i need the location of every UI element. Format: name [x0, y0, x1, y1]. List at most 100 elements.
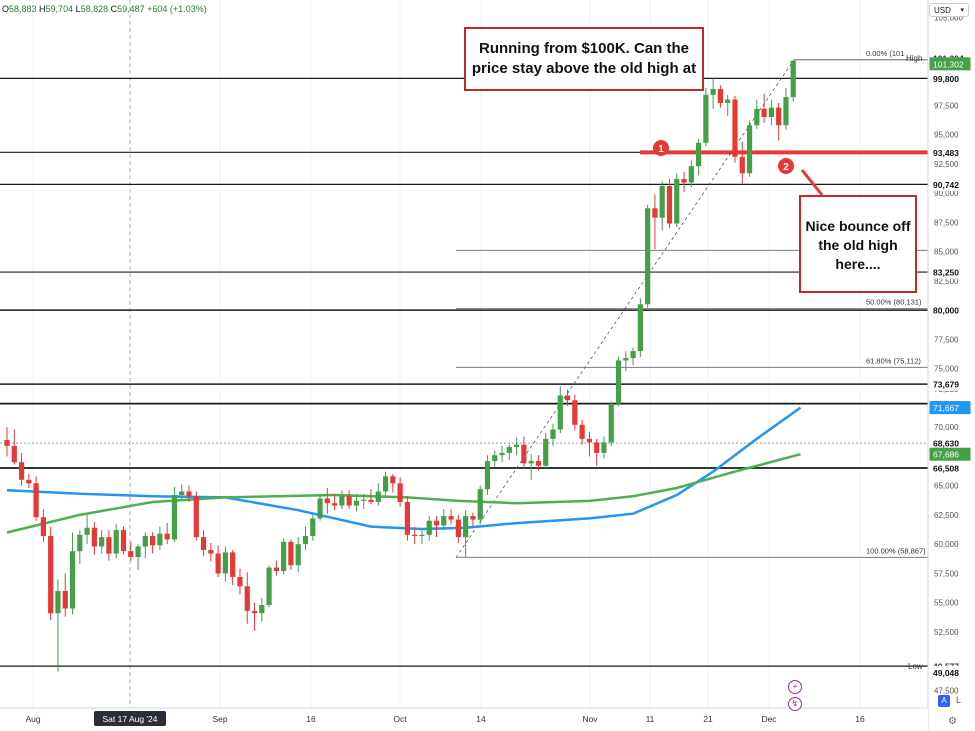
- callout-running-from-100k: Running from $100K. Can the price stay a…: [464, 27, 704, 91]
- candle-body: [550, 429, 556, 439]
- price-level-box: [929, 401, 971, 415]
- candle-body: [739, 156, 745, 174]
- time-tick-label: Oct: [393, 714, 407, 724]
- price-tick-label: 92,500: [934, 160, 959, 169]
- price-level-box: [929, 177, 971, 191]
- candle-body: [317, 498, 323, 519]
- candle-body: [528, 461, 534, 464]
- horizontal-levels-layer: [0, 59, 928, 667]
- price-level-box: [929, 57, 971, 71]
- price-tick-label: 87,500: [934, 218, 959, 227]
- candle-body: [776, 107, 782, 126]
- gear-icon[interactable]: ⚙: [948, 716, 957, 727]
- candle-body: [390, 476, 396, 484]
- plus-icon[interactable]: +: [788, 680, 802, 694]
- candle-body: [433, 520, 440, 526]
- price-tick-label: 65,000: [934, 482, 959, 491]
- candle-body: [281, 541, 287, 572]
- candle-body: [368, 499, 374, 503]
- marker-2: [778, 158, 794, 174]
- currency-selector[interactable]: USD ▾: [929, 3, 969, 17]
- candle-body: [193, 496, 199, 538]
- crosshair-date-box: [94, 711, 166, 726]
- price-tick-label: 82,500: [934, 277, 959, 286]
- ohlc-value: 58,883: [9, 4, 40, 14]
- auto-scale-button[interactable]: A: [938, 695, 950, 707]
- callout-nice-bounce: Nice bounce off the old high here....: [799, 195, 917, 293]
- candle-body: [455, 519, 461, 538]
- candle-body: [572, 400, 578, 425]
- candle-body: [62, 590, 68, 609]
- candle-body: [332, 503, 338, 506]
- candle-body: [200, 537, 207, 551]
- candle-body: [579, 424, 585, 439]
- lightning-icon[interactable]: ↯: [788, 697, 802, 711]
- candle-body: [586, 438, 592, 443]
- candle-body: [514, 444, 520, 448]
- fib-level-label: 0.00% (101: [866, 49, 904, 58]
- candle-body: [666, 186, 673, 224]
- candle-body: [339, 496, 345, 506]
- price-level-label: 83,250: [933, 268, 959, 278]
- log-scale-button[interactable]: L: [956, 695, 962, 705]
- candle-body: [302, 535, 309, 545]
- candle-body: [382, 476, 389, 492]
- price-tick-label: 77,500: [934, 335, 959, 344]
- ohlc-key: O: [2, 4, 10, 14]
- candle-body: [601, 442, 607, 453]
- ohlc-value: 59,487: [117, 4, 148, 14]
- candle-body: [441, 516, 447, 526]
- candle-body: [703, 94, 709, 143]
- candle-body: [615, 360, 622, 404]
- fib-level-label: 50.00% (80,131): [866, 298, 922, 307]
- fib-level-label: 61.80% (75,112): [866, 356, 921, 365]
- candle-body: [754, 108, 760, 126]
- time-tick-label: Dec: [761, 714, 777, 724]
- callout-arrow: [800, 169, 824, 196]
- candle-body: [397, 483, 403, 503]
- price-level-box: [929, 665, 971, 679]
- candle-body: [295, 544, 301, 566]
- candle-body: [710, 88, 716, 95]
- candle-body: [783, 97, 789, 126]
- candle-body: [717, 88, 724, 103]
- candle-body: [506, 447, 512, 453]
- candle-body: [179, 491, 185, 496]
- annotations-layer: 12: [653, 140, 824, 196]
- candle-body: [288, 541, 294, 566]
- price-tick-label: 97,500: [934, 101, 959, 110]
- price-tick-label: 52,500: [934, 628, 959, 637]
- price-tick-label: 60,000: [934, 540, 959, 549]
- candle-body: [746, 125, 753, 174]
- candle-body: [69, 551, 76, 609]
- price-tick-label: 90,000: [934, 189, 959, 198]
- candle-body: [535, 461, 542, 466]
- moving-averages-layer: [6, 406, 802, 534]
- candle-body: [222, 552, 228, 574]
- candle-body: [492, 455, 498, 462]
- time-tick-label: 16: [855, 714, 865, 724]
- price-tick-label: 57,500: [934, 569, 959, 578]
- candle-body: [688, 166, 694, 183]
- grid-layer: [32, 0, 861, 708]
- candle-body: [448, 516, 454, 520]
- price-level-box: [929, 447, 971, 461]
- candle-body: [623, 358, 629, 361]
- price-level-box: [929, 377, 971, 391]
- candle-body: [324, 498, 330, 504]
- ohlc-key: C: [110, 4, 118, 14]
- candle-body: [11, 445, 17, 463]
- candle-body: [477, 489, 483, 520]
- candle-body: [484, 461, 491, 490]
- price-level-label: 101,302: [933, 59, 964, 69]
- candle-body: [419, 534, 425, 536]
- time-tick-label: 21: [703, 714, 713, 724]
- candle-body: [77, 534, 83, 552]
- candle-body: [674, 179, 680, 224]
- candle-body: [157, 533, 163, 546]
- price-level-label: 99,800: [933, 74, 959, 84]
- chevron-down-icon: ▾: [960, 7, 964, 14]
- price-tick-label: 95,000: [934, 131, 959, 140]
- candle-body: [135, 546, 141, 558]
